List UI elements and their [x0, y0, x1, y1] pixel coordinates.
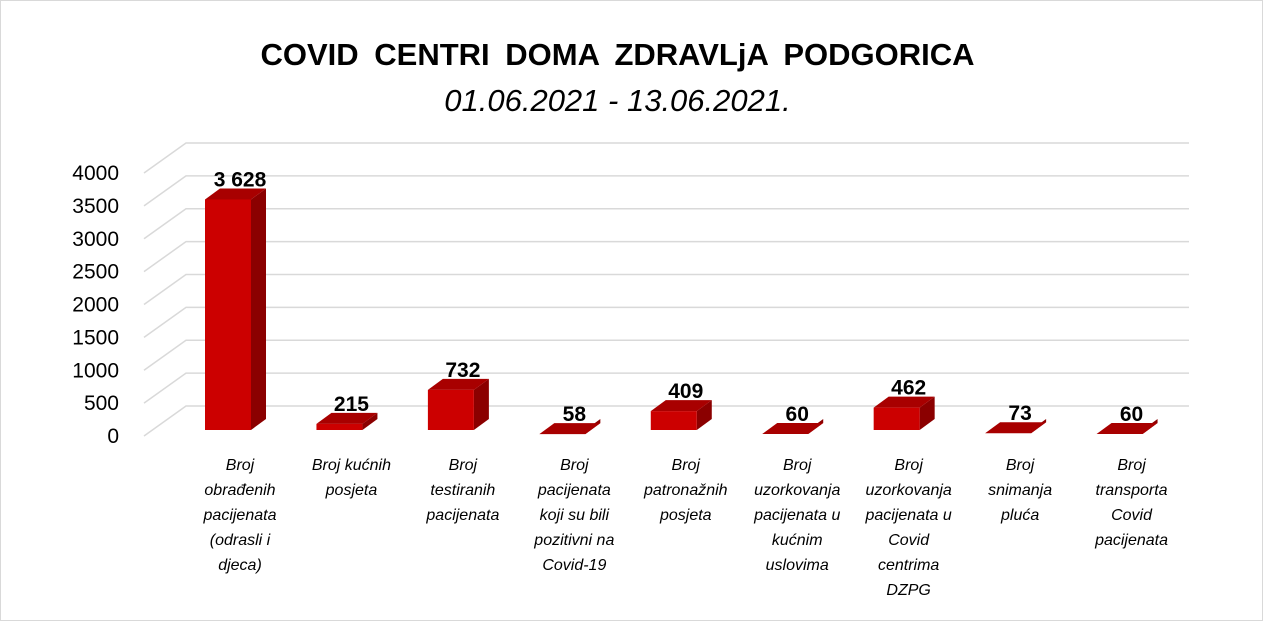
x-category-label-line: kućnim — [771, 532, 823, 549]
bar-side — [696, 400, 712, 430]
data-label: 60 — [1120, 403, 1143, 426]
gridline — [143, 339, 1189, 371]
bar-side — [251, 188, 266, 430]
gridline — [143, 240, 1189, 273]
x-category-label-line: djeca) — [218, 557, 262, 574]
x-category-label-line: patronažnih — [643, 482, 728, 499]
bar-top — [985, 422, 1047, 434]
x-category-label: Broj pacijenata koji su bili pozitivni na Co… — [520, 453, 628, 578]
bar-side — [919, 396, 935, 430]
x-category-label-line: pacijenata u — [754, 507, 841, 524]
x-category-label-line: snimanja — [988, 482, 1053, 499]
bar — [873, 407, 920, 430]
gridline — [143, 142, 1189, 174]
x-category-label-line: pacijenata — [203, 507, 277, 524]
y-tick-label: 2500 — [72, 261, 119, 284]
x-category-label-line: koji su bili — [539, 507, 609, 524]
data-label: 60 — [786, 403, 809, 426]
bar-side — [362, 412, 378, 430]
x-category-label-line: Broj — [671, 457, 700, 474]
x-category-label-line: transporta — [1095, 482, 1168, 499]
chart-subtitle: 01.06.2021 - 13.06.2021. — [444, 83, 791, 118]
x-category-label: Broj patronažnih posjeta — [632, 453, 740, 528]
x-category-label: Broj uzorkovanja pacijenata u kućnim uslovim… — [743, 453, 851, 578]
x-category-label-line: Broj — [225, 457, 255, 474]
bar-top — [539, 423, 601, 435]
x-category-label-line: pacijenata — [1095, 532, 1169, 549]
x-category-label-line: Covid — [1111, 507, 1152, 524]
x-category-label-line: pacijenata u — [865, 507, 952, 524]
x-category-label-line: Broj — [1117, 457, 1146, 474]
bar — [316, 423, 363, 430]
y-tick-label: 500 — [84, 392, 119, 415]
x-category-label-line: Broj — [1005, 457, 1035, 474]
data-label: 409 — [668, 380, 703, 403]
x-category-label-line: Broj kućnih — [311, 457, 392, 474]
y-tick-label: 2000 — [72, 294, 119, 317]
gridline — [143, 175, 1189, 207]
gridline — [143, 372, 1189, 404]
x-category-label-line: Covid-19 — [542, 557, 607, 574]
data-label: 3 628 — [214, 168, 267, 191]
x-category-label-line: centrima — [877, 557, 940, 574]
bar-top — [650, 400, 712, 412]
x-category-label: Broj obrađenih pacijenata (odrasli i djeca) — [186, 453, 294, 578]
x-category-label-line: posjeta — [659, 507, 712, 524]
x-category-label: Broj snimanja pluća — [966, 453, 1074, 528]
bar — [427, 389, 474, 430]
data-label: 58 — [563, 403, 587, 426]
data-label: 215 — [334, 393, 369, 416]
x-category-label-line: Covid — [888, 532, 930, 549]
bar — [650, 411, 697, 430]
x-category-label-line: (odrasli i — [209, 532, 271, 549]
bar-top — [316, 412, 378, 424]
gridline — [143, 208, 1189, 240]
x-category-label-line: Broj — [448, 457, 478, 474]
y-tick-label: 1000 — [72, 359, 119, 382]
bar-top — [873, 396, 935, 408]
x-category-label-line: obrađenih — [204, 482, 276, 499]
x-category-label: Broj testiranih pacijenata — [409, 453, 517, 528]
gridline — [143, 273, 1189, 306]
data-label: 462 — [891, 377, 926, 400]
y-tick-label: 0 — [107, 425, 119, 448]
x-category-label-line: pacijenata — [426, 507, 500, 524]
x-category-label-line: pozitivni na — [534, 532, 615, 549]
x-category-label-line: Broj — [560, 457, 589, 474]
x-category-label-line: pacijenata — [537, 482, 611, 499]
y-tick-label: 3000 — [72, 228, 119, 251]
x-category-label-line: uzorkovanja — [754, 482, 841, 499]
y-tick-label: 1500 — [72, 326, 119, 349]
x-category-label: Broj transporta Covid pacijenata — [1078, 453, 1186, 553]
y-tick-label: 3500 — [72, 195, 119, 218]
y-tick-label: 4000 — [72, 162, 119, 185]
x-category-label-line: DZPG — [886, 582, 931, 599]
bar-top — [205, 188, 266, 200]
x-category-label-line: Broj — [782, 457, 812, 474]
gridline — [143, 405, 1189, 437]
x-category-label-line: testiranih — [430, 482, 496, 499]
gridline — [143, 306, 1189, 338]
bar-side — [473, 378, 489, 430]
bar-top — [1096, 423, 1158, 435]
bar-top — [762, 423, 824, 435]
data-label: 73 — [1008, 402, 1031, 425]
chart-title: COVID CENTRI DOMA ZDRAVLjA PODGORICA — [260, 37, 975, 72]
bar — [205, 199, 251, 430]
x-category-label-line: uslovima — [765, 557, 829, 574]
x-category-label: Broj kućnih posjeta — [297, 453, 405, 503]
x-category-label-line: uzorkovanja — [865, 482, 952, 499]
data-label: 732 — [445, 359, 480, 382]
x-category-label-line: pluća — [1000, 507, 1040, 524]
bar-top — [427, 378, 489, 390]
x-category-label: Broj uzorkovanja pacijenata u Covid centrima… — [855, 453, 963, 603]
x-category-label-line: Broj — [894, 457, 923, 474]
x-category-label-line: posjeta — [325, 482, 378, 499]
